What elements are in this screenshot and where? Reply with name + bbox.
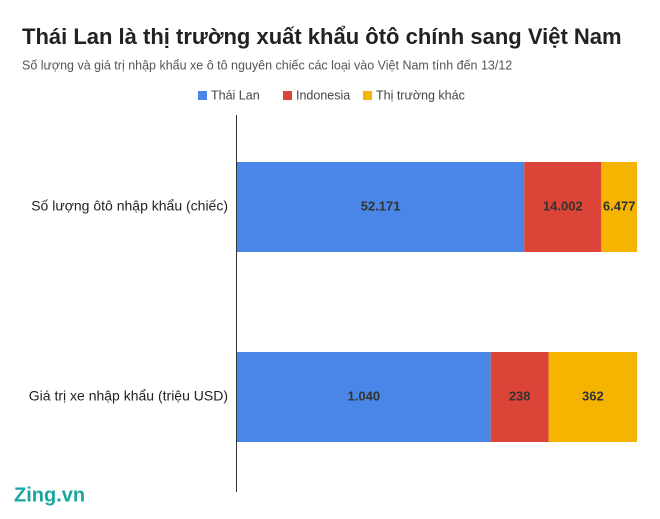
- bar-segment: [524, 162, 602, 252]
- chart-title: Thái Lan là thị trường xuất khẩu ôtô chí…: [22, 24, 622, 49]
- legend-label: Thị trường khác: [376, 88, 465, 102]
- bar-segment: [237, 162, 525, 252]
- value-label: 362: [582, 388, 604, 403]
- logo: Zing.vn: [14, 484, 85, 506]
- bar-segment: [237, 352, 491, 442]
- value-label: 14.002: [543, 198, 583, 213]
- legend-label: Indonesia: [296, 88, 350, 102]
- bar-segment: [601, 162, 637, 252]
- value-label: 1.040: [348, 388, 381, 403]
- category-label: Số lượng ôtô nhập khẩu (chiếc): [31, 198, 228, 214]
- bar-segment: [490, 352, 549, 442]
- legend-label: Thái Lan: [211, 88, 260, 102]
- chart-subtitle: Số lượng và giá trị nhập khẩu xe ô tô ng…: [22, 58, 512, 72]
- legend-swatch: [283, 91, 292, 100]
- legend-swatch: [363, 91, 372, 100]
- legend-swatch: [198, 91, 207, 100]
- value-label: 52.171: [361, 198, 401, 213]
- value-label: 6.477: [603, 198, 636, 213]
- category-label: Giá trị xe nhập khẩu (triệu USD): [29, 388, 228, 404]
- value-label: 238: [509, 388, 531, 403]
- bar-segment: [548, 352, 637, 442]
